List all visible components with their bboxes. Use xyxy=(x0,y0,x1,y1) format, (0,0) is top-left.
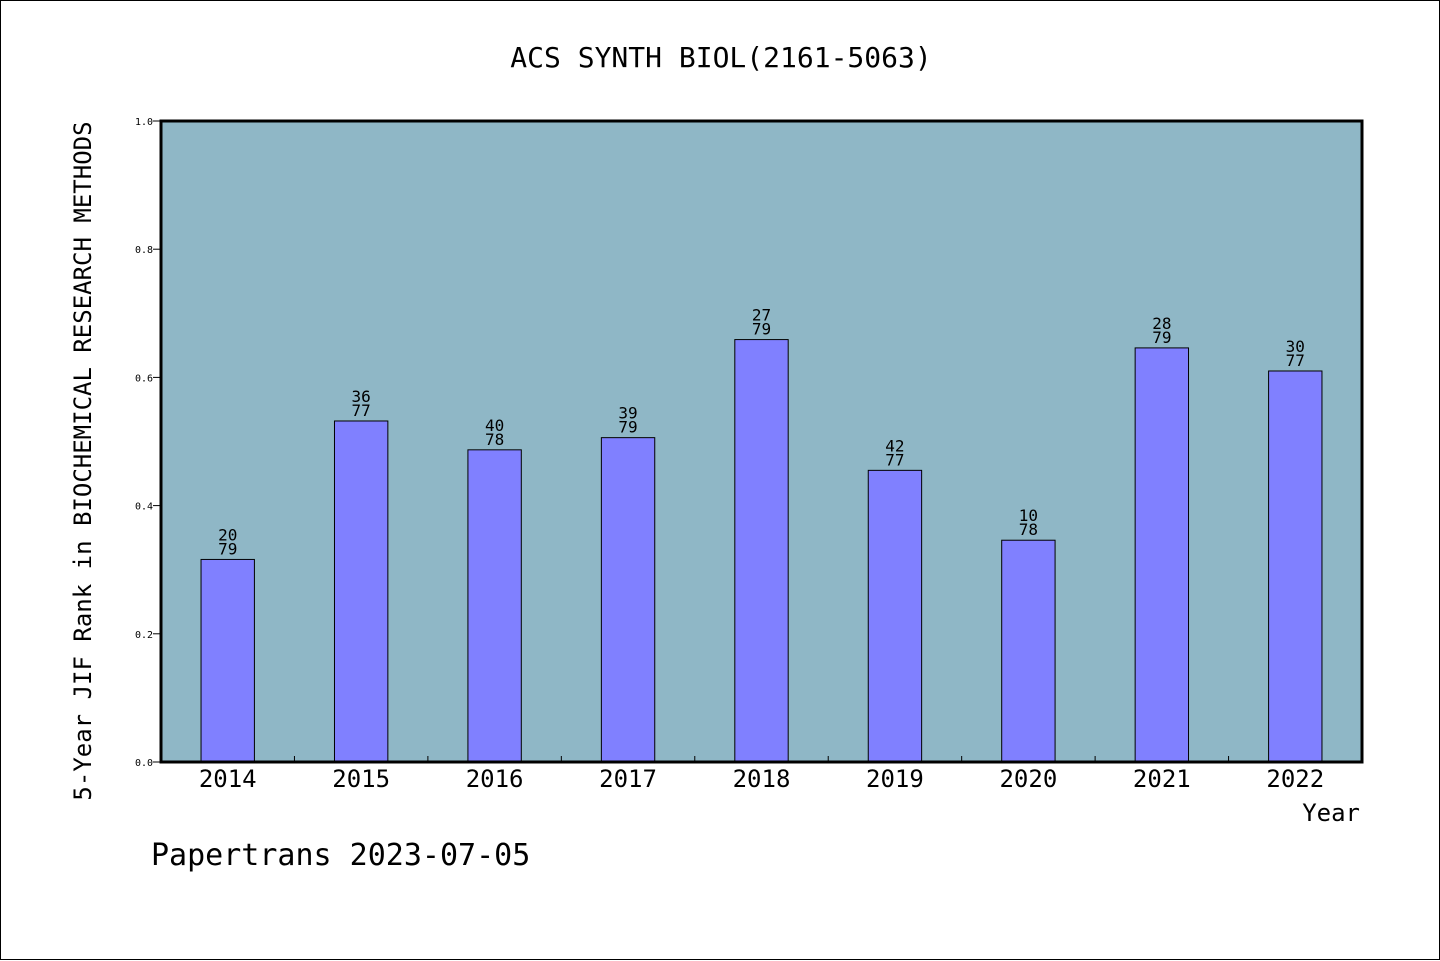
bar-label-rank: 40 xyxy=(485,416,504,435)
bars xyxy=(200,339,1323,763)
bar-label-rank: 30 xyxy=(1286,337,1305,356)
y-tick-label: 0.4 xyxy=(135,502,153,513)
x-tick-label: 2014 xyxy=(199,765,257,793)
bar-label-rank: 39 xyxy=(618,404,637,423)
bar-label-total: 79 xyxy=(218,539,237,558)
bar-label-rank: 42 xyxy=(885,436,904,455)
y-axis-ticks: 0.0 0.2 0.4 0.6 0.8 1.0 xyxy=(135,117,161,769)
bar-label-total: 78 xyxy=(485,430,504,449)
bar-label-total: 79 xyxy=(1152,328,1171,347)
bar-2015 xyxy=(333,420,389,763)
bar-label-rank: 28 xyxy=(1152,314,1171,333)
bar-label-rank: 27 xyxy=(752,306,771,325)
bar-label-rank: 36 xyxy=(352,387,371,406)
plot-border xyxy=(159,119,1364,764)
x-axis-label: Year xyxy=(1302,799,1360,827)
bar-2014 xyxy=(200,558,255,763)
x-tick-label: 2019 xyxy=(866,765,924,793)
x-tick-label: 2016 xyxy=(466,765,524,793)
bar-2018 xyxy=(734,339,789,763)
x-tick-label: 2015 xyxy=(332,765,390,793)
bar-label-total: 77 xyxy=(1286,351,1305,370)
bar-label-total: 77 xyxy=(885,450,904,469)
x-axis-ticks: 2014 2015 2016 2017 2018 2019 2020 2021 2022 xyxy=(199,756,1324,793)
bar-2017 xyxy=(600,437,656,763)
x-tick-label: 2022 xyxy=(1266,765,1324,793)
bar-label-total: 79 xyxy=(618,418,637,437)
y-axis-label: 5-Year JIF Rank in BIOCHEMICAL RESEARCH … xyxy=(69,121,97,800)
bar-label-rank: 20 xyxy=(218,525,237,544)
bar-label-rank: 10 xyxy=(1019,506,1038,525)
y-tick-label: 0.0 xyxy=(135,758,153,769)
y-tick-label: 0.6 xyxy=(135,373,153,384)
y-tick-label: 0.2 xyxy=(135,630,153,641)
bar-2016 xyxy=(467,449,522,763)
bar-label-total: 78 xyxy=(1019,520,1038,539)
bar-label-total: 79 xyxy=(752,320,771,339)
y-tick-label: 0.8 xyxy=(135,245,153,256)
bar-2022 xyxy=(1268,370,1323,763)
x-tick-label: 2017 xyxy=(599,765,657,793)
x-tick-label: 2020 xyxy=(999,765,1057,793)
y-tick-label: 1.0 xyxy=(135,117,153,128)
x-tick-label: 2021 xyxy=(1133,765,1191,793)
bar-2019 xyxy=(867,469,923,763)
footer-text: Papertrans 2023-07-05 xyxy=(151,838,530,873)
chart-title: ACS SYNTH BIOL(2161-5063) xyxy=(510,41,931,74)
bar-2020 xyxy=(1001,539,1056,763)
bar-2021 xyxy=(1134,347,1190,763)
bar-label-total: 77 xyxy=(352,401,371,420)
x-tick-label: 2018 xyxy=(733,765,791,793)
